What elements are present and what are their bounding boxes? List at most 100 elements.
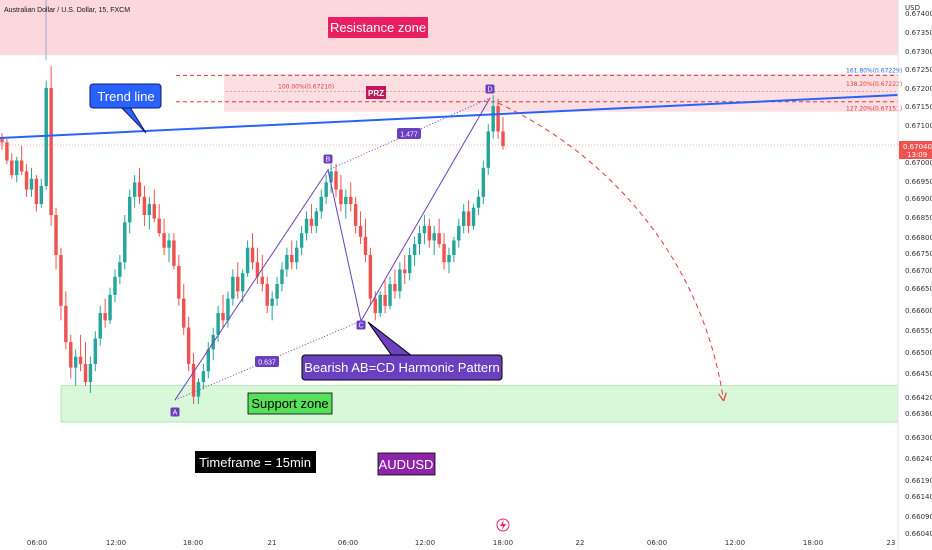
ratio-badge	[255, 356, 279, 367]
candle-body	[447, 254, 451, 263]
candle	[54, 207, 58, 270]
candle	[299, 225, 304, 255]
candle-body	[19, 160, 24, 172]
candle-body	[231, 276, 235, 299]
price-tick: 0.67150	[905, 103, 932, 111]
candle-body	[368, 254, 373, 299]
resistance-label: Resistance zone	[328, 17, 428, 38]
candle-body	[334, 171, 338, 190]
candle-body	[142, 196, 147, 216]
fib-label-100: 100.00%(0.67210)	[278, 83, 334, 90]
price-tick: 0.66600	[905, 307, 932, 315]
support-zone	[60, 385, 899, 423]
candle	[486, 124, 490, 176]
symbol-label: AUDUSD	[377, 452, 436, 476]
candle	[231, 269, 235, 306]
price-tick: 0.66450	[905, 370, 932, 378]
candle	[142, 185, 147, 226]
candle-body	[275, 284, 279, 299]
candle	[344, 189, 348, 219]
candle	[64, 291, 68, 350]
candle-body	[491, 106, 495, 132]
candle-body	[398, 269, 402, 292]
candle	[191, 353, 196, 404]
candle	[226, 291, 230, 328]
candle-body	[378, 294, 382, 314]
candle-body	[245, 247, 250, 274]
candle-body	[432, 233, 436, 241]
candle-body	[39, 185, 44, 205]
candle-body	[461, 211, 466, 226]
candle-body	[24, 171, 29, 190]
pattern-point-b: B	[323, 154, 333, 164]
candle-body	[358, 225, 363, 237]
svg-text:AUDUSD: AUDUSD	[379, 457, 434, 472]
candle	[123, 215, 127, 270]
fib-label-127: 127.20%(0.67151)	[846, 106, 902, 113]
candle	[314, 207, 319, 234]
candle	[422, 215, 427, 245]
last-price-tag: 0.67040 13:09	[899, 141, 932, 159]
candle	[260, 254, 265, 292]
time-axis[interactable]: 06:00 12:00 18:00 21 06:00 12:00 18:00 22 06:00 1…	[27, 539, 896, 547]
candle-body	[442, 244, 446, 263]
candle-body	[15, 160, 19, 176]
candle-body	[417, 233, 422, 245]
candle-body	[54, 215, 58, 255]
time-tick: 18:00	[493, 539, 513, 547]
candle	[221, 294, 225, 328]
candle	[383, 280, 387, 314]
time-tick: 06:00	[647, 539, 667, 547]
candle-body	[501, 131, 505, 147]
lightning-icon[interactable]	[496, 518, 510, 532]
candle-body	[0, 138, 4, 143]
candle	[157, 204, 161, 237]
candle-body	[457, 225, 461, 241]
candle	[358, 211, 363, 245]
svg-text:13:09: 13:09	[907, 151, 927, 159]
candle-body	[388, 284, 392, 306]
candle	[172, 233, 176, 270]
candle	[73, 349, 78, 386]
fib-label-161: 161.80%(0.67229)	[846, 67, 902, 74]
candle	[186, 316, 191, 372]
price-tick: 0.66300	[905, 434, 932, 442]
candle	[275, 276, 279, 306]
prz-zone	[224, 73, 898, 112]
svg-text:Resistance zone: Resistance zone	[330, 20, 426, 35]
point-label: D	[487, 87, 492, 94]
ratio-line-bd	[327, 97, 491, 171]
candle-body	[172, 240, 176, 266]
pattern-point-d: D	[485, 84, 495, 94]
candle	[309, 204, 314, 234]
candle-body	[363, 236, 368, 255]
candle	[88, 356, 93, 393]
candle-body	[353, 204, 358, 226]
candle	[339, 175, 343, 212]
candle	[10, 153, 14, 179]
candle-body	[270, 298, 274, 306]
candle-body	[127, 196, 132, 223]
candle	[285, 247, 289, 277]
time-tick: 18:00	[183, 539, 203, 547]
candle-body	[373, 298, 378, 314]
candle	[466, 200, 471, 234]
candle-body	[216, 313, 220, 335]
price-tick: 0.67400	[905, 10, 932, 18]
candle-body	[427, 225, 432, 241]
candle	[255, 247, 260, 285]
candle-body	[108, 294, 112, 321]
candle	[457, 218, 461, 248]
candle-body	[437, 233, 441, 245]
candle-body	[324, 182, 328, 197]
point-label: A	[173, 410, 178, 417]
price-tick: 0.66750	[905, 250, 932, 258]
candle	[334, 164, 338, 197]
ratio-label: 0.637	[258, 360, 276, 367]
fib-levels: 161.80%(0.67229) 138.20%(0.67222) 127.20%(…	[176, 67, 902, 113]
svg-text:Trend line: Trend line	[97, 89, 154, 104]
price-tick: 0.66500	[905, 349, 932, 357]
svg-text:0.67040: 0.67040	[903, 143, 932, 151]
candle-body	[34, 178, 39, 205]
